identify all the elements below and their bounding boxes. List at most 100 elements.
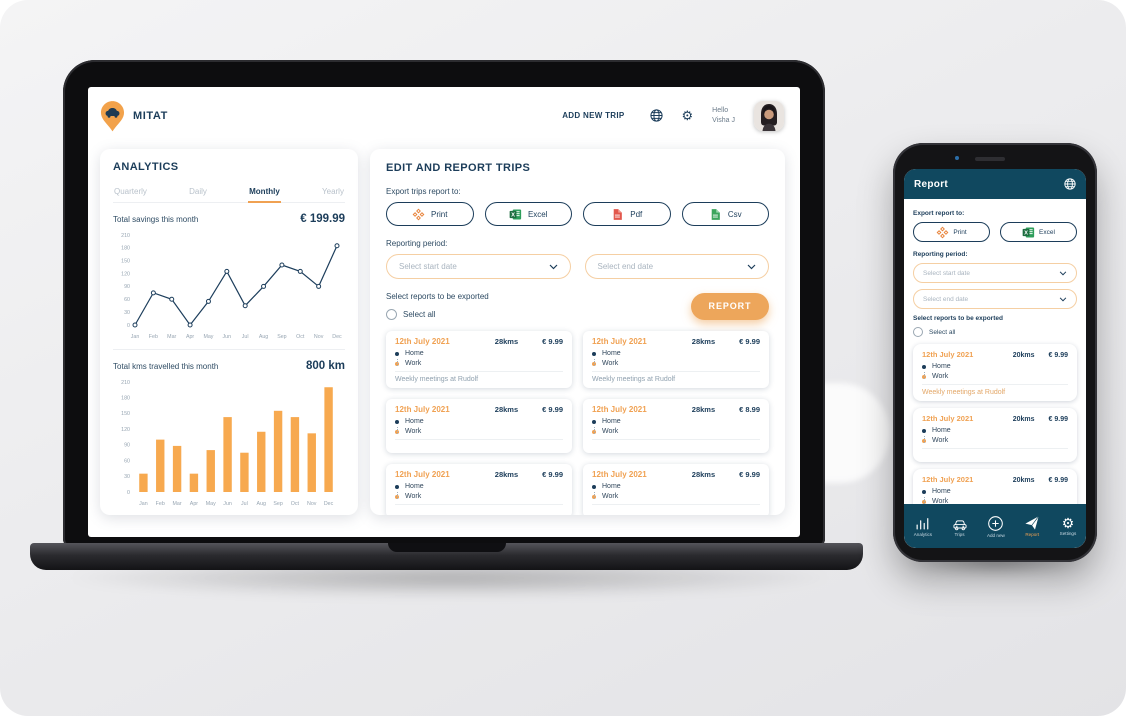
end-date-select[interactable]: Select end date: [584, 254, 769, 279]
svg-text:Feb: Feb: [156, 501, 165, 507]
export-csv-button[interactable]: Csv: [681, 202, 769, 226]
route-dot: [922, 428, 926, 433]
tab-monthly[interactable]: Monthly: [248, 184, 281, 203]
app-header: MITAT ADD NEW TRIP ⚙ Hello Visha J: [88, 87, 800, 144]
nav-item-label: Trips: [954, 531, 965, 537]
trip-stop-label: Work: [932, 373, 949, 380]
phone-select-all-radio[interactable]: Select all: [913, 327, 1077, 337]
svg-text:Aug: Aug: [259, 334, 268, 340]
globe-icon[interactable]: [1064, 178, 1076, 190]
trip-card[interactable]: 12th July 2021 28kms € 9.99 Home Work Weekly …: [386, 331, 572, 388]
paper-plane-icon: [1024, 515, 1040, 531]
nav-item-trips[interactable]: Trips: [952, 516, 968, 537]
trip-distance: 28kms: [494, 470, 519, 479]
nav-item-add-new[interactable]: Add new: [987, 515, 1005, 538]
analytics-title: ANALYTICS: [113, 161, 179, 173]
trip-stop-label: Work: [602, 360, 619, 367]
trip-stop-label: Home: [405, 483, 424, 490]
trip-route: Home Work: [592, 483, 760, 500]
trip-card[interactable]: 12th July 2021 28kms € 9.99 Home Work Weekly …: [583, 331, 769, 388]
route-dot: [592, 419, 596, 424]
trip-note: Weekly meetings at Rudolf: [395, 371, 563, 388]
trip-stop-label: Home: [405, 350, 424, 357]
excel-icon: X: [1022, 226, 1035, 239]
bar-chart-icon: [915, 516, 930, 531]
tab-yearly[interactable]: Yearly: [322, 187, 344, 196]
phone-end-date-select[interactable]: Select end date: [913, 289, 1077, 309]
svg-text:30: 30: [124, 474, 130, 480]
trip-date: 12th July 2021: [395, 470, 450, 479]
svg-text:X: X: [511, 212, 515, 218]
export-print-button[interactable]: Print: [913, 222, 990, 242]
trip-distance: 20kms: [1012, 416, 1035, 423]
tab-daily[interactable]: Daily: [189, 187, 207, 196]
trip-card[interactable]: 12th July 2021 20kms € 9.99 Home Work Weekly …: [913, 344, 1077, 401]
phone-export-buttons-row: Print X Excel: [913, 222, 1077, 242]
trip-card[interactable]: 12th July 2021 28kms € 9.99 Home Work: [386, 464, 572, 515]
nav-item-label: Settings: [1059, 531, 1077, 536]
route-dot: [395, 419, 399, 424]
trip-route: Home Work: [395, 350, 563, 367]
nav-item-report[interactable]: Report: [1024, 515, 1040, 537]
route-dot: [592, 361, 596, 366]
route-dot: [592, 484, 596, 489]
export-button-label: Csv: [727, 209, 742, 219]
start-date-select[interactable]: Select start date: [386, 254, 571, 279]
svg-text:180: 180: [121, 396, 130, 402]
svg-text:90: 90: [124, 443, 130, 449]
trip-date: 12th July 2021: [922, 414, 974, 423]
trip-date: 12th July 2021: [922, 350, 974, 359]
trip-date: 12th July 2021: [395, 405, 450, 414]
gear-icon[interactable]: ⚙: [681, 108, 694, 123]
trip-note: [395, 439, 563, 453]
select-reports-label: Select reports to be exported: [386, 292, 489, 301]
nav-item-settings[interactable]: ⚙ Settings: [1060, 516, 1077, 536]
add-new-trip-button[interactable]: ADD NEW TRIP: [556, 110, 630, 121]
trip-distance: 28kms: [494, 405, 519, 414]
plus-icon: [987, 515, 1004, 532]
pdf-icon: [611, 208, 624, 221]
svg-text:150: 150: [121, 411, 130, 417]
trip-distance: 28kms: [691, 470, 716, 479]
trip-distance: 28kms: [691, 405, 716, 414]
export-excel-button[interactable]: X Excel: [1000, 222, 1077, 242]
kms-label: Total kms travelled this month: [113, 362, 219, 371]
csv-icon: [709, 208, 722, 221]
svg-text:Aug: Aug: [257, 501, 266, 507]
trip-stop-label: Home: [932, 427, 951, 434]
export-print-button[interactable]: Print: [386, 202, 474, 226]
trip-price: € 9.99: [739, 337, 760, 346]
report-button[interactable]: REPORT: [691, 292, 769, 320]
period-label: Reporting period:: [386, 239, 448, 248]
tab-quarterly[interactable]: Quarterly: [114, 187, 147, 196]
mitat-logo-icon: [100, 100, 125, 132]
phone-export-label: Export report to:: [913, 210, 965, 217]
trip-card[interactable]: 12th July 2021 28kms € 9.99 Home Work: [583, 464, 769, 515]
trip-card[interactable]: 12th July 2021 28kms € 9.99 Home Work: [386, 399, 572, 453]
trip-route: Home Work: [395, 418, 563, 435]
svg-text:0: 0: [127, 490, 130, 496]
svg-text:150: 150: [121, 259, 130, 265]
phone-start-date-select[interactable]: Select start date: [913, 263, 1077, 283]
trip-card[interactable]: 12th July 2021 28kms € 8.99 Home Work: [583, 399, 769, 453]
svg-text:Jan: Jan: [131, 334, 140, 340]
trip-route: Home Work: [922, 488, 1068, 505]
trip-distance: 28kms: [691, 337, 716, 346]
radio-circle[interactable]: [913, 327, 923, 337]
phone-page-title: Report: [914, 178, 949, 190]
trip-card[interactable]: 12th July 2021 20kms € 9.99 Home Work: [913, 408, 1077, 462]
trip-note: [592, 439, 760, 453]
export-button-label: Pdf: [630, 209, 643, 219]
radio-circle[interactable]: [386, 309, 397, 320]
export-excel-button[interactable]: X Excel: [484, 202, 572, 226]
nav-item-analytics[interactable]: Analytics: [914, 516, 932, 537]
trip-stop-label: Work: [602, 428, 619, 435]
savings-label: Total savings this month: [113, 215, 199, 224]
phone-select-reports-label: Select reports to be exported: [913, 315, 1003, 322]
route-dot: [395, 484, 399, 489]
globe-icon[interactable]: [649, 109, 663, 122]
trip-stop-label: Work: [405, 360, 422, 367]
avatar[interactable]: [754, 100, 784, 131]
select-all-radio[interactable]: Select all: [386, 309, 489, 320]
export-pdf-button[interactable]: Pdf: [583, 202, 671, 226]
